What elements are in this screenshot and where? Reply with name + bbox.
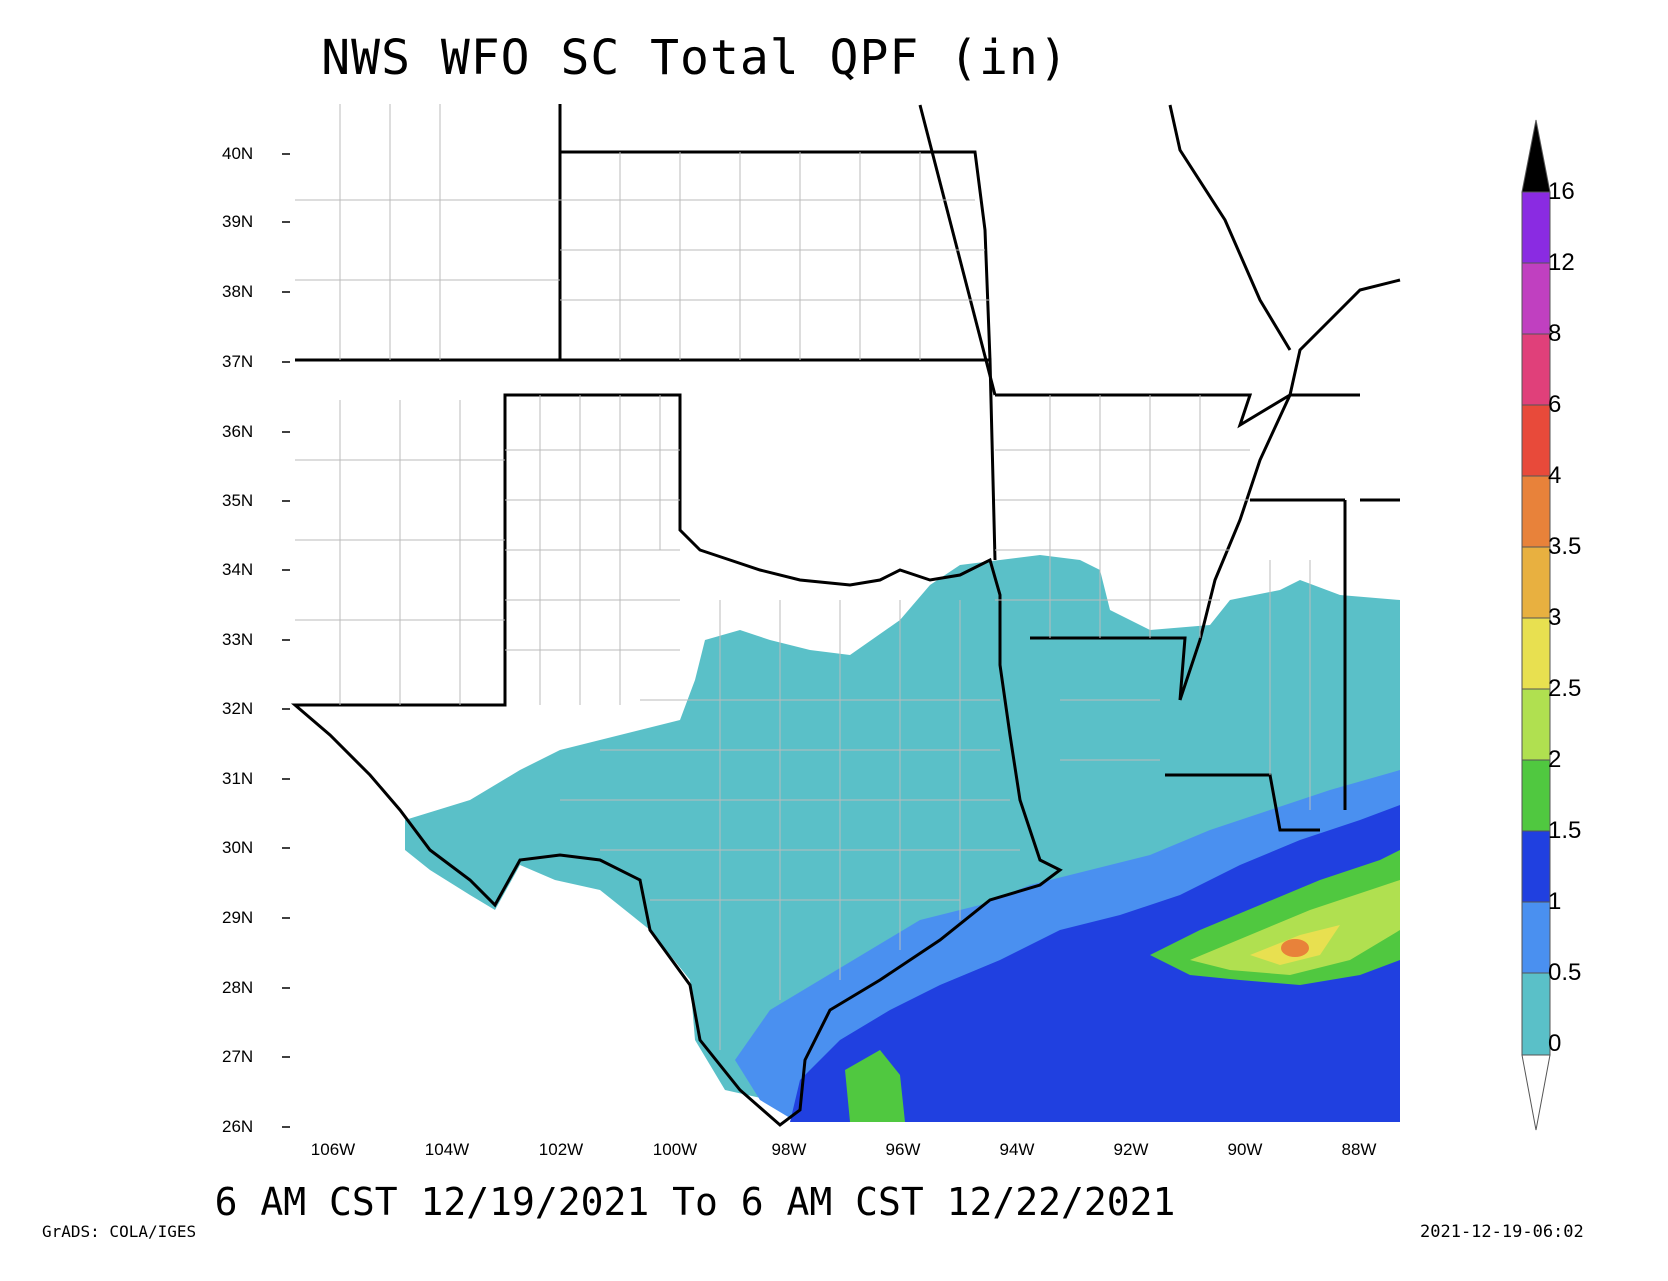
qpf-region-heavy bbox=[790, 805, 1400, 1122]
qpf-region-yellow-green bbox=[1190, 880, 1400, 975]
qpf-max-orange bbox=[1281, 939, 1309, 957]
colorbar-label-2-5: 2.5 bbox=[1548, 675, 1582, 702]
colorbar-label-3-5: 3.5 bbox=[1548, 533, 1582, 560]
lat-label-31n: 31N bbox=[222, 769, 254, 788]
colorbar-label-1: 1 bbox=[1548, 888, 1562, 915]
lon-label-96w: 96W bbox=[885, 1140, 921, 1159]
lon-label-94w: 94W bbox=[999, 1140, 1035, 1159]
lon-label-104w: 104W bbox=[424, 1140, 470, 1159]
lon-label-92w: 92W bbox=[1113, 1140, 1149, 1159]
map-title: NWS WFO SC Total QPF (in) bbox=[321, 30, 1069, 86]
county-grid bbox=[295, 104, 1311, 1050]
lat-label-32n: 32N bbox=[222, 699, 254, 718]
lat-label-27n: 27N bbox=[222, 1047, 254, 1066]
lat-label-29n: 29N bbox=[222, 908, 254, 927]
colorbar-label-2: 2 bbox=[1548, 746, 1562, 773]
colorbar-label-16: 16 bbox=[1548, 178, 1575, 205]
colorbar-label-8: 8 bbox=[1548, 320, 1562, 347]
lat-label-35n: 35N bbox=[222, 491, 254, 510]
grads-credit: GrADS: COLA/IGES bbox=[42, 1222, 197, 1241]
state-boundaries bbox=[290, 104, 1401, 1127]
valid-period: 6 AM CST 12/19/2021 To 6 AM CST 12/22/20… bbox=[214, 1180, 1176, 1224]
run-timestamp: 2021-12-19-06:02 bbox=[1420, 1222, 1584, 1242]
lon-label-98w: 98W bbox=[771, 1140, 807, 1159]
colorbar-label-12: 12 bbox=[1548, 249, 1575, 276]
lon-label-90w: 90W bbox=[1227, 1140, 1263, 1159]
colorbar-label-6: 6 bbox=[1548, 391, 1562, 418]
lat-label-33n: 33N bbox=[222, 630, 254, 649]
lat-label-36n: 36N bbox=[222, 422, 254, 441]
colorbar-label-3: 3 bbox=[1548, 604, 1562, 631]
lat-ticks bbox=[282, 153, 290, 1128]
colorbar-label-0-5: 0.5 bbox=[1548, 959, 1582, 986]
lon-label-100w: 100W bbox=[652, 1140, 698, 1159]
lat-label-40n: 40N bbox=[222, 144, 254, 163]
lat-label-30n: 30N bbox=[222, 838, 254, 857]
qpf-region-green bbox=[845, 850, 1400, 1122]
lon-label-88w: 88W bbox=[1341, 1140, 1377, 1159]
colorbar-top-triangle bbox=[1521, 119, 1551, 193]
lon-label-106w: 106W bbox=[310, 1140, 356, 1159]
lat-label-34n: 34N bbox=[222, 560, 254, 579]
lat-label-26n: 26N bbox=[222, 1117, 254, 1136]
lat-label-38n: 38N bbox=[222, 282, 254, 301]
colorbar-label-4: 4 bbox=[1548, 462, 1562, 489]
lon-label-102w: 102W bbox=[538, 1140, 584, 1159]
colorbar bbox=[1521, 119, 1551, 1131]
colorbar-bottom-triangle bbox=[1521, 1054, 1551, 1131]
lat-label-39n: 39N bbox=[222, 212, 254, 231]
lat-label-37n: 37N bbox=[222, 352, 254, 371]
colorbar-label-1-5: 1.5 bbox=[1548, 817, 1582, 844]
colorbar-label-0: 0 bbox=[1548, 1030, 1562, 1057]
lat-label-28n: 28N bbox=[222, 978, 254, 997]
